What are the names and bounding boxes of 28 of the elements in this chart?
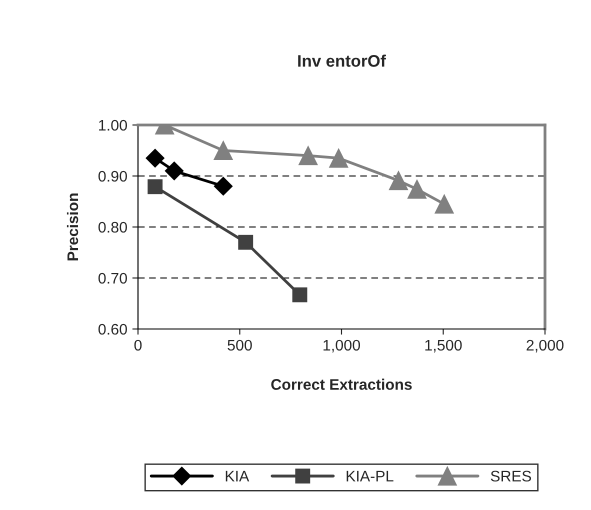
legend-label: KIA	[226, 470, 250, 482]
point	[434, 194, 454, 214]
x-tick-label: 0	[134, 340, 142, 351]
point	[164, 162, 184, 180]
y-tick-label: 0.60	[98, 324, 127, 335]
x-tick-label: 500	[228, 340, 252, 351]
point	[146, 148, 164, 168]
point	[148, 179, 163, 194]
point	[214, 140, 233, 160]
x-axis-title: Correct Extractions	[271, 378, 412, 390]
y-tick-label: 0.80	[98, 222, 127, 233]
y-tick-label: 0.90	[98, 170, 127, 182]
x-tick-label: 2,000	[526, 340, 564, 352]
legend-label: KIA-PL	[346, 470, 394, 482]
point	[298, 146, 318, 166]
point	[238, 234, 254, 250]
x-tick-label: 1,500	[425, 340, 462, 352]
y-tick-label: 0.70	[98, 272, 127, 284]
y-axis-title: Precision	[66, 194, 78, 260]
point	[329, 148, 348, 168]
legend-label: SRES	[490, 470, 532, 482]
chart-title: Inv entorOf	[298, 54, 386, 67]
point	[407, 180, 427, 199]
y-tick-label: 1.00	[99, 120, 127, 131]
point	[214, 176, 233, 196]
point	[388, 171, 408, 190]
point	[292, 287, 308, 302]
x-tick-label: 1,000	[324, 340, 360, 352]
